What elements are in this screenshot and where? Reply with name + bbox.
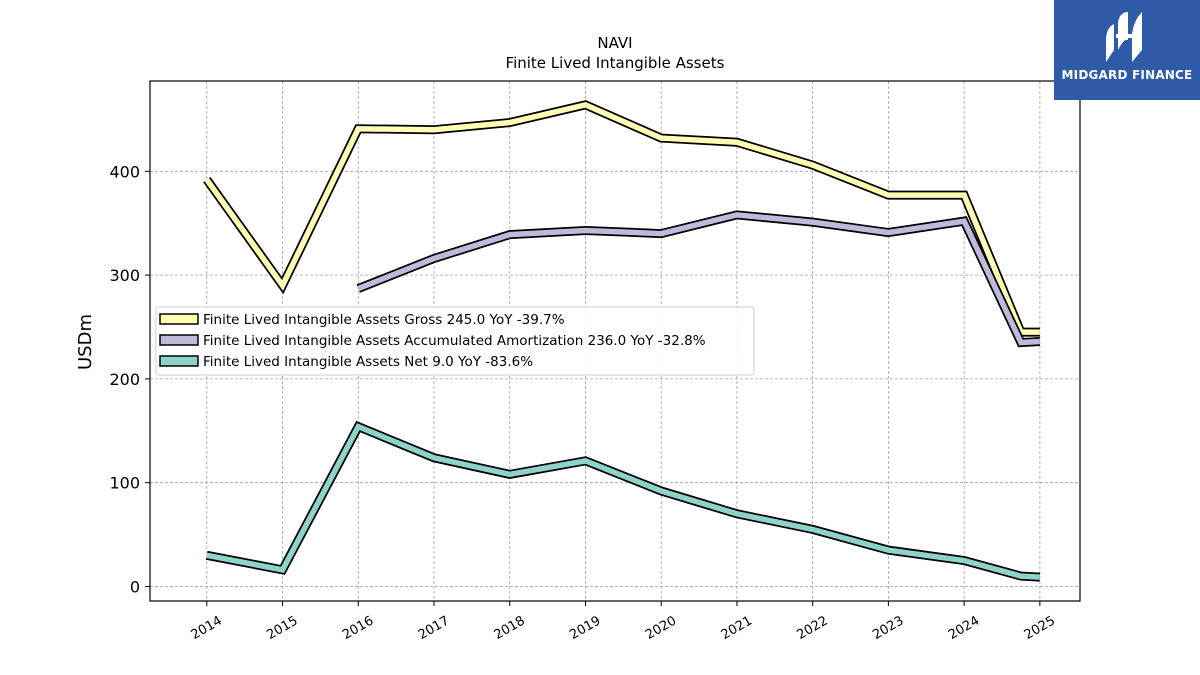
x-tick-label: 2017	[416, 613, 452, 643]
series-lines	[203, 100, 1041, 582]
series-line	[206, 423, 1041, 580]
x-tick-label: 2015	[264, 613, 300, 643]
midgard-logo-icon	[1106, 12, 1142, 62]
x-tick-label: 2019	[567, 613, 603, 643]
brand-name: MIDGARD FINANCE	[1061, 68, 1193, 82]
y-tick-label: 400	[109, 162, 140, 181]
x-tick-label: 2016	[340, 613, 376, 643]
legend-swatch	[159, 334, 199, 346]
x-tick-label: 2014	[189, 613, 225, 643]
legend-label: Finite Lived Intangible Assets Accumulat…	[203, 333, 706, 349]
series-line	[357, 212, 1041, 346]
legend-frame	[155, 306, 755, 376]
x-tick-label: 2021	[719, 613, 755, 643]
x-tick-label: 2024	[946, 613, 982, 643]
y-tick-label: 200	[109, 370, 140, 389]
legend: Finite Lived Intangible Assets Gross 245…	[155, 306, 755, 376]
series-line-outline	[203, 100, 1040, 337]
chart-subtitle: Finite Lived Intangible Assets	[506, 54, 725, 72]
x-tick-label: 2018	[492, 613, 528, 643]
y-tick-label: 100	[109, 474, 140, 493]
x-tick-label: 2020	[643, 613, 679, 643]
legend-swatch	[159, 313, 199, 325]
x-tick-label: 2023	[870, 613, 906, 643]
series-line	[204, 101, 1040, 335]
y-axis-label: USDm	[75, 314, 96, 370]
brand-logo: MIDGARD FINANCE	[1054, 0, 1200, 100]
x-tick-label: 2022	[795, 613, 831, 643]
chart-title: NAVI	[597, 34, 632, 52]
legend-label: Finite Lived Intangible Assets Net 9.0 Y…	[203, 354, 533, 370]
x-tick-label: 2025	[1022, 613, 1058, 643]
y-tick-label: 0	[130, 577, 140, 596]
plot-frame	[149, 80, 1081, 602]
legend-label: Finite Lived Intangible Assets Gross 245…	[203, 312, 565, 328]
y-tick-label: 300	[109, 266, 140, 285]
legend-swatch	[159, 355, 199, 367]
